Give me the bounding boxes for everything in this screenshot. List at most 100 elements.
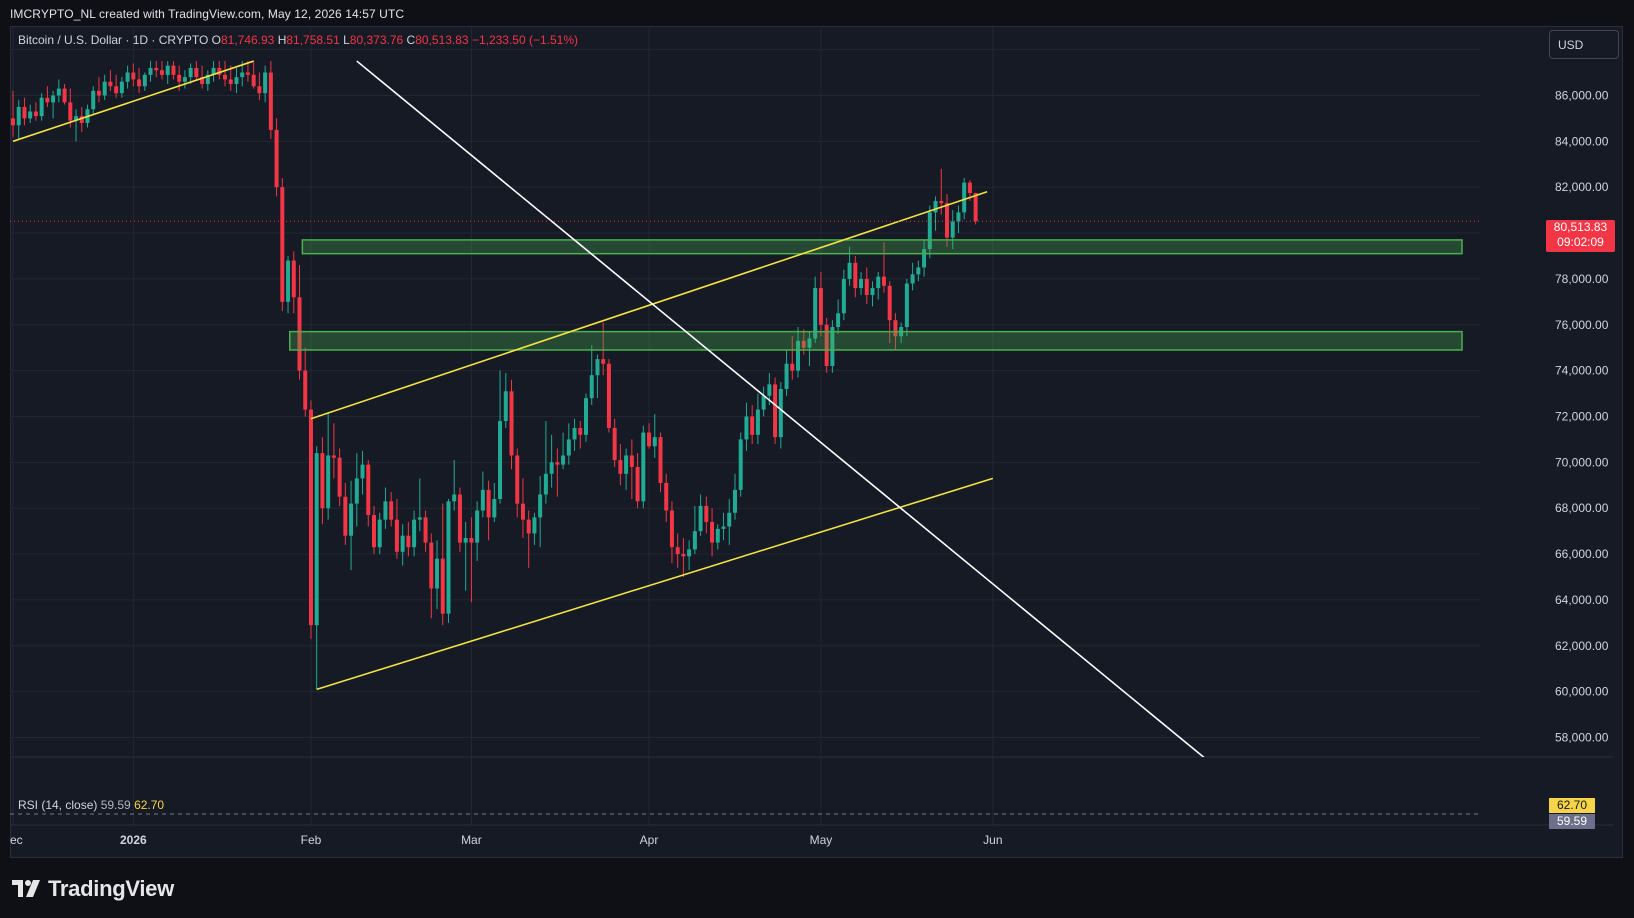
candle-body — [165, 65, 170, 75]
candle-body — [303, 370, 308, 410]
candle-body — [956, 212, 961, 222]
candle-body — [933, 200, 938, 213]
candle-body — [360, 464, 365, 479]
currency-button[interactable]: USD — [1549, 30, 1619, 59]
candle-body — [755, 409, 760, 435]
candle-body — [864, 278, 869, 295]
price-axis[interactable]: 86,000.00 84,000.00 82,000.00 78,000.00 76,0… — [1555, 88, 1609, 744]
candle-body — [939, 200, 944, 204]
price-tick-label: 82,000.00 — [1555, 180, 1609, 194]
candle-body — [486, 489, 491, 518]
candle-body — [876, 276, 881, 289]
candle-body — [148, 67, 153, 75]
candle-body — [240, 72, 245, 78]
candle-body — [801, 340, 806, 348]
candle-body — [400, 535, 405, 552]
candle-body — [119, 81, 124, 94]
candle-body — [687, 549, 692, 557]
candle-body — [79, 116, 84, 123]
price-tick-label: 58,000.00 — [1555, 731, 1609, 745]
candle-body — [142, 74, 147, 87]
symbol-legend: Bitcoin / U.S. Dollar · 1D · CRYPTO O81,… — [18, 33, 578, 47]
candle-body — [16, 106, 21, 126]
tradingview-logo-icon — [12, 880, 40, 897]
price-tick-label: 78,000.00 — [1555, 272, 1609, 286]
candle-body — [182, 77, 187, 82]
candle-body — [114, 86, 119, 94]
candle-body — [343, 496, 348, 536]
candle-body — [251, 74, 256, 87]
candle-body — [475, 510, 480, 543]
candle-body — [326, 455, 331, 509]
time-axis[interactable]: ec 2026 Feb Mar Apr May Jun — [10, 833, 1003, 847]
candle-body — [217, 67, 222, 75]
candle-body — [503, 391, 508, 422]
rsi-tag-yellow: 62.70 — [1549, 798, 1595, 813]
candle-body — [658, 437, 663, 483]
tradingview-brand[interactable]: TradingView — [12, 876, 174, 902]
candle-body — [669, 510, 674, 548]
candle-body — [515, 455, 520, 504]
price-tick-label: 76,000.00 — [1555, 318, 1609, 332]
candle-body — [91, 90, 96, 110]
close-value: 80,513.83 — [415, 33, 469, 47]
price-tick-label: 60,000.00 — [1555, 685, 1609, 699]
candle-body — [807, 338, 812, 348]
candle-body — [39, 97, 44, 117]
candle-body — [228, 79, 233, 84]
candle-body — [394, 519, 399, 552]
candle-body — [727, 512, 732, 527]
candle-body — [652, 437, 657, 447]
high-value: 81,758.51 — [286, 33, 340, 47]
chart-frame[interactable] — [10, 26, 1623, 858]
candle-body — [245, 72, 250, 75]
price-tick-label: 72,000.00 — [1555, 409, 1609, 423]
price-tick-label: 84,000.00 — [1555, 134, 1609, 148]
candle-body — [171, 65, 176, 75]
candle-body — [457, 494, 462, 543]
candle-body — [274, 129, 279, 188]
candle-body — [543, 473, 548, 495]
candle-body — [366, 464, 371, 516]
candle-body — [194, 67, 199, 78]
candle-body — [750, 416, 755, 435]
candle-body — [446, 501, 451, 614]
candle-body — [641, 432, 646, 502]
trendline-white — [356, 60, 1205, 757]
candle-body — [74, 116, 79, 121]
rsi-tag-gray: 59.59 — [1549, 814, 1595, 829]
candle-body — [469, 538, 474, 543]
candle-body — [675, 547, 680, 555]
candle-body — [423, 517, 428, 543]
trend-lines[interactable] — [12, 60, 1205, 758]
last-price-tag: 80,513.83 09:02:09 — [1546, 220, 1615, 252]
candle-body — [950, 221, 955, 238]
candle-body — [102, 81, 107, 96]
candle-body — [211, 67, 216, 75]
price-tick-label: 68,000.00 — [1555, 501, 1609, 515]
brand-name: TradingView — [48, 876, 174, 901]
trendline-yellow — [310, 191, 988, 420]
candle-body — [698, 505, 703, 532]
candle-body — [498, 421, 503, 500]
candle-series — [11, 61, 978, 690]
candle-body — [291, 260, 296, 298]
low-value: 80,373.76 — [349, 33, 404, 47]
time-tick-label: Mar — [461, 833, 482, 847]
candle-body — [916, 267, 921, 275]
candle-body — [56, 88, 61, 96]
candle-body — [268, 72, 273, 130]
price-tick-label: 70,000.00 — [1555, 455, 1609, 469]
time-tick-label: 2026 — [120, 833, 147, 847]
candle-body — [578, 427, 583, 435]
candle-body — [555, 462, 560, 465]
candle-body — [973, 192, 978, 222]
candle-body — [297, 297, 302, 371]
time-tick-label: ec — [10, 833, 23, 847]
candle-body — [435, 558, 440, 589]
candle-body — [11, 118, 15, 126]
time-tick-label: May — [810, 833, 833, 847]
candle-body — [389, 501, 394, 520]
support-zone — [289, 330, 1463, 351]
